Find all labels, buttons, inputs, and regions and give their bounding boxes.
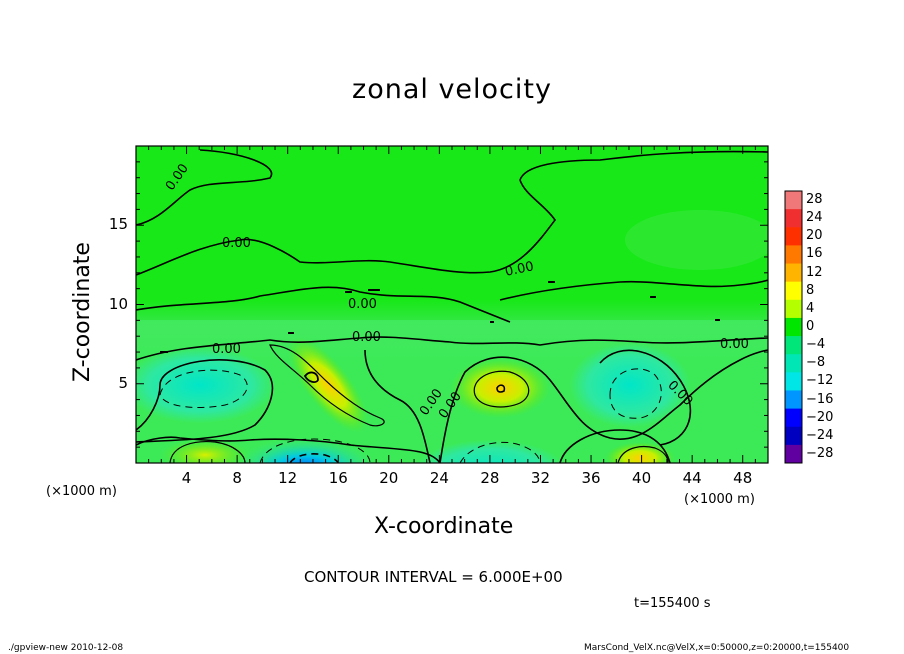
contour-line [609, 368, 662, 419]
colorbar-swatch [785, 372, 802, 391]
contour-line [439, 349, 768, 463]
contour-line [499, 279, 768, 301]
x-tick-label: 28 [480, 469, 500, 487]
contour-line [364, 349, 431, 463]
x-tick-label: 12 [278, 469, 298, 487]
contour-line [136, 436, 441, 463]
y-tick-label: 5 [118, 373, 128, 392]
colorbar-label: 24 [806, 210, 823, 226]
colorbar-swatch [785, 336, 802, 355]
footer-right: MarsCond_VelX.nc@VelX,x=0:50000,z=0:2000… [584, 643, 850, 653]
contour-line [136, 286, 511, 323]
colorbar-label: 4 [806, 300, 815, 316]
contour-line [269, 344, 385, 427]
contour-line [136, 359, 274, 443]
x-tick-label: 36 [581, 469, 601, 487]
negative-cell-left [136, 347, 275, 423]
y-tick-label: 15 [108, 215, 128, 234]
colorbar-swatch [785, 408, 802, 428]
x-axis-label: X-coordinate [374, 514, 514, 539]
colorbar-label: −24 [806, 427, 834, 443]
footer-left: ./gpview-new 2010-12-08 [8, 643, 124, 653]
contour-line [136, 150, 768, 276]
colorbar-frame [784, 190, 803, 464]
colorbar-label: 16 [806, 246, 823, 262]
positive-jet [288, 337, 368, 433]
contour-line [136, 336, 768, 361]
colorbar-swatch [785, 227, 802, 246]
colorbar-label: −20 [806, 409, 834, 425]
x-tick-label: 8 [232, 469, 242, 487]
contour-label: 0.00 [348, 297, 377, 312]
contour-interval: CONTOUR INTERVAL = 6.000E+00 [304, 568, 563, 586]
negative-contours [159, 368, 662, 463]
colorbar-swatch [785, 444, 802, 464]
negative-cell-right [570, 343, 690, 427]
colorbar-swatch [785, 299, 802, 319]
axis-ticks [136, 146, 768, 463]
time-label: t=155400 s [634, 596, 711, 611]
colorbar-label: −28 [806, 445, 834, 461]
negative-cell-bottom [235, 438, 375, 463]
colorbar-swatch [785, 426, 802, 446]
x-tick-label: 20 [379, 469, 399, 487]
contour-line [617, 445, 669, 463]
colorbar-swatch [785, 209, 802, 228]
contour-label: 0.00 [222, 236, 251, 251]
colorbar-label: 20 [806, 228, 823, 244]
contour-fragments [160, 281, 720, 353]
x-tick-label: 4 [181, 469, 192, 487]
x-unit-right: (×1000 m) [684, 492, 755, 507]
colorbar-swatch [785, 317, 802, 337]
contour-line [259, 438, 371, 463]
positive-contours [169, 344, 669, 463]
colorbar-swatch [785, 245, 802, 265]
zero-contours [136, 149, 768, 463]
colorbar-label: −8 [806, 355, 826, 371]
colorbar-swatch [785, 263, 802, 283]
x-unit-left: (×1000 m) [46, 484, 117, 499]
velocity-field [136, 146, 768, 463]
positive-cell-bottom-right [605, 442, 675, 463]
colorbar-swatch [785, 281, 802, 301]
colorbar [784, 190, 803, 464]
colorbar-label: 12 [806, 264, 823, 280]
contour-line [559, 429, 671, 463]
x-tick-label: 32 [530, 469, 551, 487]
colorbar-swatch [785, 354, 802, 373]
contour-line [496, 384, 506, 393]
contour-line [136, 149, 273, 226]
x-tick-label: 40 [632, 469, 652, 487]
positive-cell-bottom-left [160, 439, 250, 463]
contour-line [473, 370, 530, 408]
colorbar-label: 8 [806, 282, 815, 298]
contour-line [599, 349, 692, 446]
colorbar-label: 28 [806, 192, 823, 208]
x-tick-label: 44 [682, 469, 702, 487]
x-tick-label: 48 [733, 469, 753, 487]
contour-line [289, 453, 339, 463]
colorbar-swatch [785, 390, 802, 410]
negative-cell-bottom-center [417, 440, 563, 463]
colorbar-swatch [785, 191, 802, 210]
contour-line [303, 371, 319, 383]
positive-cell-center [450, 358, 550, 418]
x-tick-label: 24 [429, 469, 449, 487]
contour-line [159, 369, 248, 409]
y-tick-label: 10 [108, 294, 128, 313]
colorbar-label: 0 [806, 319, 815, 334]
contour-line [459, 441, 541, 463]
colorbar-label: −12 [806, 373, 834, 389]
contour-label: 0.00 [720, 337, 749, 352]
colorbar-label: −16 [806, 391, 834, 407]
contour-line [169, 440, 246, 463]
colorbar-label: −4 [806, 337, 826, 353]
x-tick-label: 16 [328, 469, 348, 487]
contour-label: 0.00 [352, 330, 381, 345]
chart-title: zonal velocity [352, 74, 552, 105]
upper-right-patch [625, 210, 768, 270]
contour-label: 0.00 [212, 342, 241, 357]
